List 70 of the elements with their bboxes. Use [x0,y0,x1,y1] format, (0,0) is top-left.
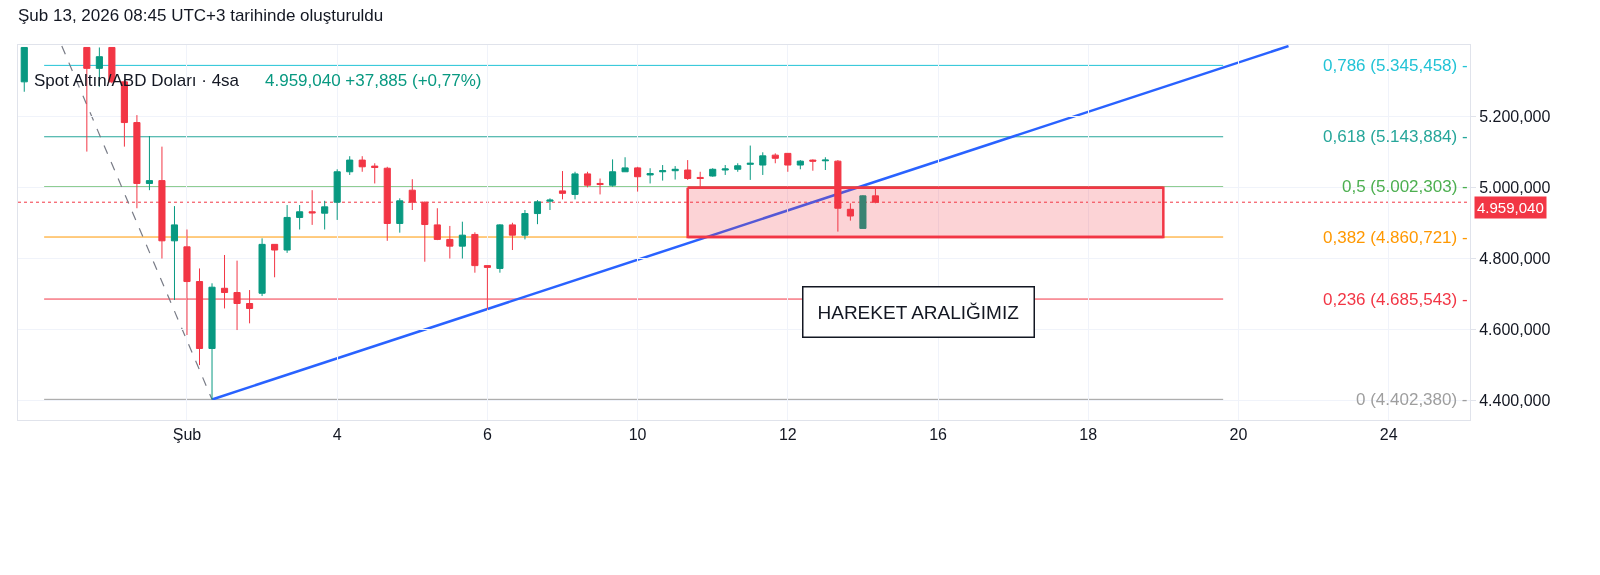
annotation: HAREKET ARALIĞIMIZ [817,301,1020,323]
candlestick [521,209,529,240]
candlestick [558,170,567,200]
x-tick-label: 18 [1079,426,1098,444]
x-tick-label: 20 [1229,426,1248,444]
candlestick [646,167,654,184]
x-tick-label: 10 [628,426,647,444]
candlestick [659,164,667,182]
candlestick [846,202,854,222]
ref-line-label: 0 (4.402,380) - [1356,390,1468,409]
candlestick [20,46,28,93]
candlestick [371,162,379,184]
candlestick [496,223,504,274]
candlestick [346,155,354,176]
candlestick [208,282,216,400]
candlestick [634,166,642,193]
candlestick [596,178,604,195]
candlestick [609,158,617,188]
y-tick-label: 4.400,000 [1479,391,1551,409]
candlestick [358,155,366,173]
ref-line-label: 0,382 (4.860,721) - [1323,228,1468,247]
ref-line-label: 4.959,040 [1477,199,1544,216]
candlestick [671,165,679,181]
chart-title: Şub 13, 2026 08:45 UTC+3 tarihinde oluşturuldu [18,5,384,25]
y-tick-label: 5.200,000 [1479,108,1551,126]
candlestick [734,162,742,173]
candlestick [571,171,579,200]
candlestick [859,194,867,229]
ref-line-label: 0,786 (5.345,458) - [1323,56,1468,75]
y-tick-label: 4.800,000 [1479,250,1551,268]
candlestick [145,135,153,191]
ref-line-label: 0,618 (5.143,884) - [1323,127,1468,146]
candlestick [809,158,817,172]
candlestick [546,197,554,211]
y-tick-label: 5.000,000 [1479,179,1551,197]
candlestick [533,199,542,225]
candlestick [771,152,779,164]
candlestick [621,156,629,173]
candlestick [333,168,341,221]
candlestick [746,145,754,181]
candlestick [433,207,441,241]
candlestick [784,152,792,173]
candlestick [446,225,454,260]
candlestick [396,197,404,234]
ref-line-label: 0,236 (4.685,543) - [1323,290,1468,309]
candlestick [458,221,466,260]
candlestick [821,156,829,171]
x-tick-label: 24 [1379,426,1398,444]
annotation: 4.959,040 +37,885 (+0,77%) [265,71,482,90]
x-tick-label: 16 [929,426,948,444]
candlestick [283,204,291,254]
candlestick [684,159,692,181]
candlestick [296,204,304,230]
y-tick-label: 4.600,000 [1479,320,1551,338]
candlestick [508,222,516,251]
candlestick [796,159,804,170]
candlestick [321,200,329,230]
candlestick [583,171,592,188]
candlestick [170,205,179,301]
candlestick [709,167,717,178]
candlestick [721,164,729,176]
x-tick-label: 4 [332,426,342,444]
x-tick-label: Şub [172,426,202,444]
candlestick [471,231,479,274]
candlestick [759,151,767,176]
candlestick [271,243,279,278]
x-tick-label: 6 [482,426,492,444]
candlestick [258,237,266,297]
ref-line-label: 0,5 (5.002,303) - [1342,177,1468,196]
x-tick-label: 12 [778,426,797,444]
